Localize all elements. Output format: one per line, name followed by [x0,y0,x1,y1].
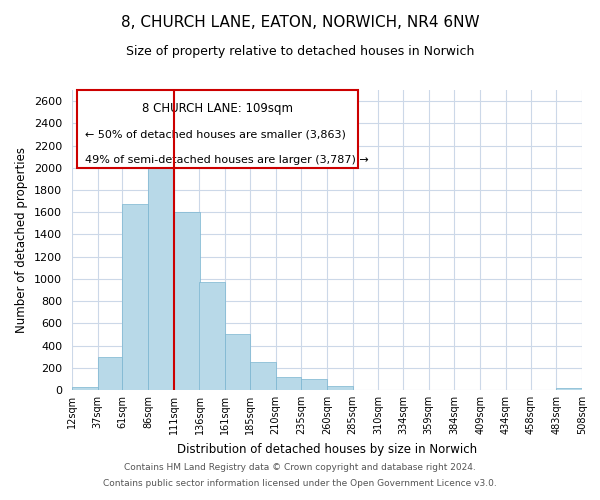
Text: Contains public sector information licensed under the Open Government Licence v3: Contains public sector information licen… [103,478,497,488]
Text: ← 50% of detached houses are smaller (3,863): ← 50% of detached houses are smaller (3,… [85,130,346,140]
Bar [174,212,199,390]
X-axis label: Distribution of detached houses by size in Norwich: Distribution of detached houses by size … [177,442,477,456]
Text: 8, CHURCH LANE, EATON, NORWICH, NR4 6NW: 8, CHURCH LANE, EATON, NORWICH, NR4 6NW [121,15,479,30]
Y-axis label: Number of detached properties: Number of detached properties [16,147,28,333]
Bar [148,152,174,390]
Bar [98,356,122,390]
Text: 8 CHURCH LANE: 109sqm: 8 CHURCH LANE: 109sqm [142,102,293,115]
Text: Size of property relative to detached houses in Norwich: Size of property relative to detached ho… [126,45,474,58]
Bar [225,334,250,390]
Bar [556,388,582,390]
Bar [122,204,148,390]
Bar [250,362,275,390]
Bar [327,386,353,390]
Bar [275,376,301,390]
Bar [199,282,225,390]
Bar [72,387,98,390]
Bar [301,380,327,390]
FancyBboxPatch shape [77,90,358,168]
Text: Contains HM Land Registry data © Crown copyright and database right 2024.: Contains HM Land Registry data © Crown c… [124,464,476,472]
Text: 49% of semi-detached houses are larger (3,787) →: 49% of semi-detached houses are larger (… [85,155,368,165]
